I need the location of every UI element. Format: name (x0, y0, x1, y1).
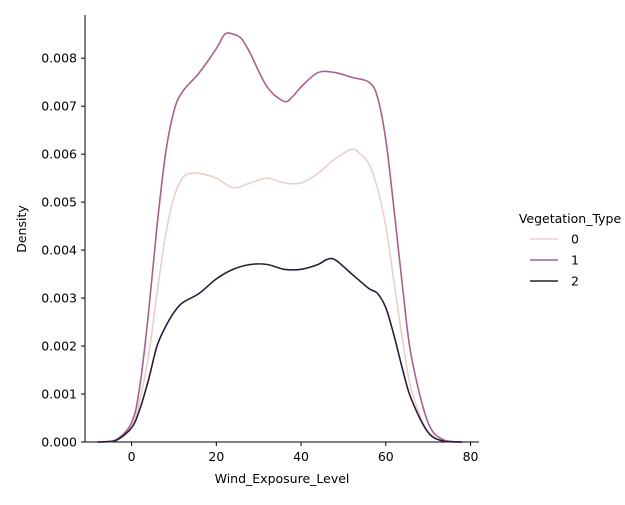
y-tick-label: 0.005 (41, 195, 77, 210)
legend-title: Vegetation_Type (519, 211, 622, 226)
legend-label-1: 1 (571, 253, 579, 268)
y-tick-label: 0.003 (41, 291, 77, 306)
axes-layer: 0 20 40 60 80 0.000 0.001 0.002 0.003 0.004 0.005 0… (41, 15, 479, 464)
legend-label-0: 0 (571, 232, 579, 247)
y-tick-label: 0.007 (41, 99, 77, 114)
y-tick-label: 0.004 (41, 243, 77, 258)
y-tick-label: 0.000 (41, 435, 77, 450)
density-line-1 (96, 32, 463, 443)
x-tick-label: 40 (293, 449, 309, 464)
series-layer (96, 32, 463, 443)
y-axis-label: Density (14, 205, 29, 253)
y-tick-label: 0.002 (41, 339, 77, 354)
x-tick-label: 80 (463, 449, 479, 464)
x-tick-label: 0 (128, 449, 136, 464)
x-axis-label: Wind_Exposure_Level (215, 471, 350, 486)
density-line-2 (96, 257, 463, 443)
density-line-0 (96, 148, 463, 443)
x-tick-label: 20 (208, 449, 224, 464)
x-tick-label: 60 (378, 449, 394, 464)
legend-label-2: 2 (571, 274, 579, 289)
legend: 0 1 2 (530, 232, 579, 289)
y-tick-label: 0.006 (41, 147, 77, 162)
y-tick-label: 0.008 (41, 51, 77, 66)
y-tick-label: 0.001 (41, 387, 77, 402)
